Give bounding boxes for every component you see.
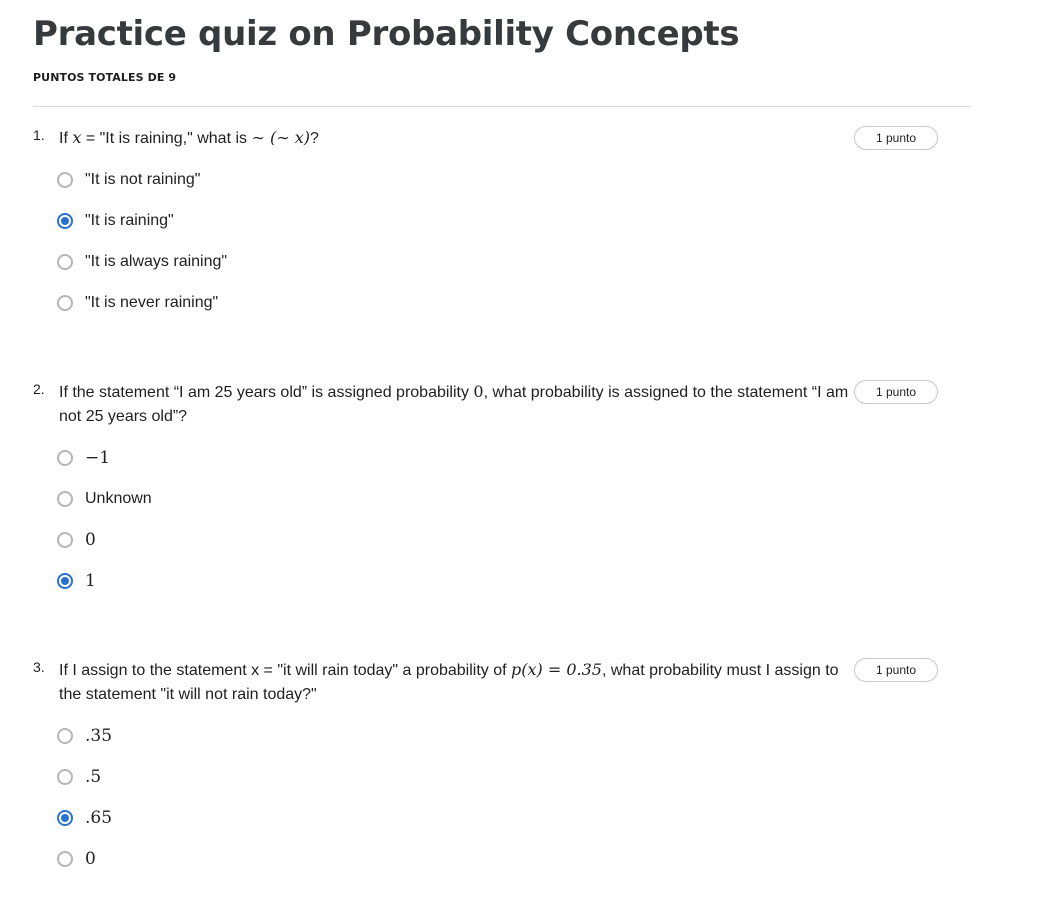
radio-button[interactable] — [57, 769, 73, 785]
math-expression: p(x) = 0.35 — [511, 660, 602, 679]
question-3: 3. If I assign to the statement x = "it … — [33, 658, 938, 880]
answer-option[interactable]: Unknown — [57, 488, 152, 510]
answer-option[interactable]: "It is not raining" — [57, 169, 200, 191]
answer-option[interactable]: 0 — [57, 529, 96, 551]
answer-option[interactable]: .65 — [57, 807, 112, 829]
radio-button[interactable] — [57, 172, 73, 188]
radio-button[interactable] — [57, 491, 73, 507]
answer-label: −1 — [85, 448, 111, 468]
radio-button-selected[interactable] — [57, 573, 73, 589]
question-text: If the statement “I am 25 years old” is … — [59, 382, 849, 425]
question-number: 3. — [33, 659, 45, 675]
total-points-label: PUNTOS TOTALES DE 9 — [33, 71, 177, 84]
answer-label: .35 — [85, 726, 113, 746]
math-expression: ∼ (∼ x) — [251, 128, 310, 147]
radio-button[interactable] — [57, 450, 73, 466]
question-text: If I assign to the statement x = "it wil… — [59, 660, 839, 703]
answer-option[interactable]: .35 — [57, 725, 112, 747]
answer-option[interactable]: 0 — [57, 848, 96, 870]
points-badge: 1 punto — [854, 126, 938, 150]
points-badge: 1 punto — [854, 380, 938, 404]
question-text: If x = "It is raining," what is ∼ (∼ x)? — [59, 128, 319, 147]
answer-label: .65 — [85, 808, 113, 828]
answer-label: "It is raining" — [85, 212, 174, 229]
answer-option[interactable]: 1 — [57, 570, 96, 592]
question-2: 2. If the statement “I am 25 years old” … — [33, 380, 938, 600]
answer-label: Unknown — [85, 490, 152, 507]
answer-label: "It is always raining" — [85, 253, 228, 270]
answer-label: 1 — [85, 571, 96, 591]
radio-button[interactable] — [57, 851, 73, 867]
radio-button[interactable] — [57, 254, 73, 270]
question-number: 1. — [33, 127, 45, 143]
question-number: 2. — [33, 381, 45, 397]
header-divider — [33, 106, 970, 107]
answer-label: 0 — [85, 530, 96, 550]
radio-button-selected[interactable] — [57, 810, 73, 826]
answer-label: "It is never raining" — [85, 294, 219, 311]
math-expression: x — [72, 128, 82, 147]
page-title: Practice quiz on Probability Concepts — [33, 14, 740, 54]
radio-button[interactable] — [57, 295, 73, 311]
answer-label: 0 — [85, 849, 96, 869]
points-badge: 1 punto — [854, 658, 938, 682]
radio-button-selected[interactable] — [57, 213, 73, 229]
question-1: 1. If x = "It is raining," what is ∼ (∼ … — [33, 126, 938, 326]
answer-option[interactable]: "It is never raining" — [57, 292, 218, 314]
answer-option[interactable]: "It is always raining" — [57, 251, 227, 273]
answer-label: "It is not raining" — [85, 171, 201, 188]
math-expression: 0 — [473, 382, 484, 401]
radio-button[interactable] — [57, 532, 73, 548]
answer-option[interactable]: "It is raining" — [57, 210, 174, 232]
answer-option[interactable]: .5 — [57, 766, 101, 788]
answer-option[interactable]: −1 — [57, 447, 110, 469]
answer-label: .5 — [85, 767, 102, 787]
radio-button[interactable] — [57, 728, 73, 744]
